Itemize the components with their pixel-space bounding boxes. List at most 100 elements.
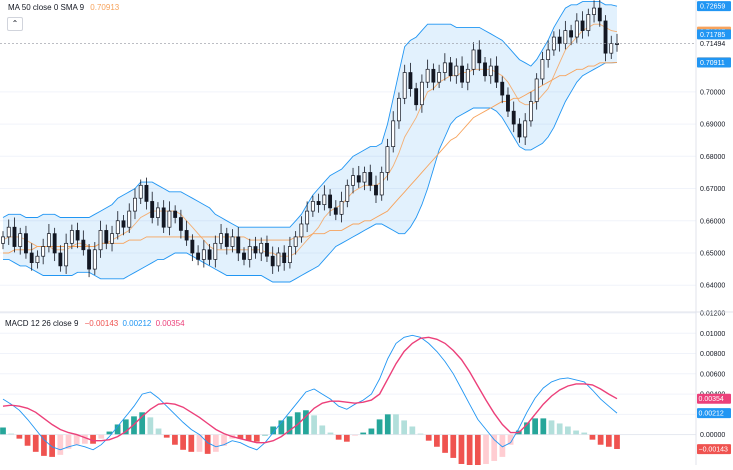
candle-body	[110, 233, 114, 244]
candle-body	[419, 81, 424, 106]
candle-body	[230, 236, 235, 247]
macd-histogram-bar	[163, 434, 170, 438]
macd-histogram-bar	[24, 434, 31, 446]
candle-body	[58, 252, 63, 267]
candle-body	[190, 239, 195, 254]
candle-body	[219, 233, 223, 244]
macd-badge	[697, 408, 731, 419]
macd-histogram-bar	[57, 434, 64, 455]
macd-histogram-bar	[204, 434, 211, 454]
macd-histogram-bar	[597, 434, 604, 445]
macd-histogram-bar	[483, 434, 489, 464]
price-tick-label: 0.65000	[700, 250, 725, 257]
candle-body	[287, 246, 292, 264]
candle-body	[442, 62, 447, 73]
candle-body	[500, 81, 505, 96]
macd-histogram-bar	[540, 418, 547, 435]
macd-legend-params: 12 26 close 9	[30, 319, 79, 328]
candle-body	[276, 252, 281, 267]
candle-body	[12, 226, 17, 247]
macd-histogram-bar	[8, 433, 15, 435]
candle-body	[259, 242, 264, 254]
candle-body	[18, 233, 23, 247]
candle-body	[477, 49, 482, 64]
macd-histogram-bar	[499, 434, 506, 457]
macd-histogram-bar	[466, 434, 473, 468]
macd-histogram-bar	[122, 419, 129, 435]
candle-body	[24, 233, 28, 254]
candle-body	[574, 20, 579, 38]
macd-histogram-bar	[442, 434, 448, 453]
candle-body	[310, 201, 315, 212]
macd-histogram-bar	[196, 434, 203, 452]
macd-histogram-bar	[319, 425, 326, 435]
candle-body	[609, 43, 614, 54]
macd-histogram-bar	[147, 417, 154, 435]
macd-histogram-bar	[417, 433, 424, 435]
macd-histogram-bar	[524, 422, 530, 435]
candle-body	[425, 68, 430, 83]
candle-body	[517, 123, 522, 138]
candle-body	[41, 246, 46, 257]
macd-histogram-bar	[172, 434, 178, 445]
macd-histogram-bar	[335, 434, 342, 440]
macd-histogram-bar	[556, 423, 563, 435]
macd-histogram-bar	[401, 420, 408, 435]
candle-body	[414, 88, 419, 106]
macd-histogram-bar	[384, 414, 391, 435]
macd-legend-signal: 0.00354	[155, 319, 185, 328]
macd-tick-label: 0.01200	[700, 311, 725, 318]
macd-histogram-bar	[368, 428, 375, 435]
price-badge	[697, 29, 731, 40]
candle-body	[161, 207, 166, 228]
candle-body	[184, 230, 189, 241]
macd-histogram-bar	[180, 434, 186, 450]
candle-body	[397, 97, 401, 122]
macd-badge-label: 0.00354	[699, 396, 724, 403]
price-badge-label: 0.72659	[700, 4, 725, 11]
macd-histogram-bar	[41, 434, 47, 456]
main-legend-label: MA	[8, 3, 20, 12]
macd-tick-label: 0.00800	[700, 351, 725, 358]
macd-histogram-bar	[106, 431, 113, 435]
candle-body	[431, 68, 436, 83]
candle-body	[150, 201, 155, 218]
macd-tick-label: 0.00000	[700, 432, 725, 439]
candle-body	[322, 194, 327, 205]
candle-body	[546, 49, 551, 60]
price-tick-label: 0.66000	[700, 218, 725, 225]
candle-body	[207, 249, 212, 260]
macd-histogram-bar	[16, 434, 23, 439]
candle-body	[402, 72, 407, 99]
candle-body	[580, 20, 585, 31]
macd-histogram-bar	[73, 434, 80, 445]
candle-body	[460, 65, 464, 83]
price-tick-label: 0.68000	[700, 154, 725, 161]
candle-body	[69, 230, 74, 244]
candle-body	[511, 110, 516, 125]
candle-body	[64, 242, 69, 267]
macd-histogram-bar	[352, 434, 358, 436]
candle-body	[282, 252, 287, 264]
macd-histogram-bar	[409, 426, 416, 435]
candle-body	[534, 78, 539, 102]
main-legend: MA 50 close 0 SMA 9 0.70913	[8, 3, 119, 12]
price-badge-label: 0.71494	[700, 41, 725, 48]
collapse-legend-button[interactable]: ⌃	[7, 17, 23, 31]
macd-tick-label: 0.00600	[700, 371, 725, 378]
macd-histogram-bar	[188, 434, 195, 452]
macd-badge	[697, 393, 731, 404]
candle-body	[35, 255, 40, 264]
candle-body	[592, 7, 596, 15]
macd-legend-macd: 0.00212	[122, 319, 152, 328]
macd-histogram-bar	[0, 427, 6, 435]
macd-histogram-bar	[237, 434, 244, 439]
main-legend-params: 50 close 0 SMA 9	[21, 3, 85, 12]
price-tick-label: 0.67000	[700, 186, 725, 193]
candle-body	[201, 249, 206, 260]
macd-histogram-bar	[245, 434, 252, 441]
candle-body	[115, 220, 120, 235]
candle-body	[52, 233, 57, 254]
